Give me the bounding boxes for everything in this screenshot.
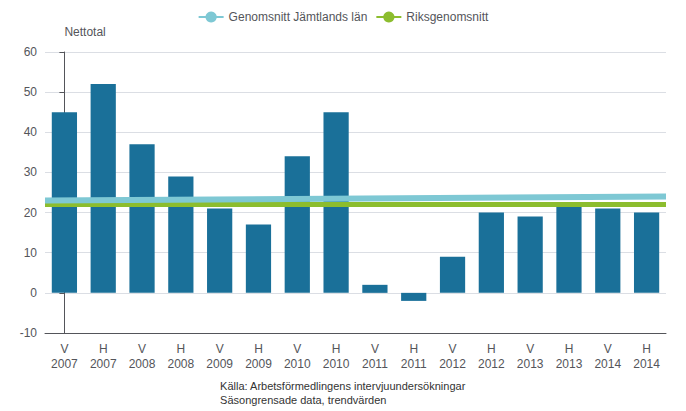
svg-text:Säsongrensade data, trendvärde: Säsongrensade data, trendvärden xyxy=(220,394,386,406)
svg-text:V: V xyxy=(293,342,301,356)
svg-text:2011: 2011 xyxy=(362,357,388,371)
svg-text:H: H xyxy=(565,342,574,356)
svg-text:2008: 2008 xyxy=(167,357,194,371)
svg-text:2009: 2009 xyxy=(245,357,272,371)
svg-text:60: 60 xyxy=(24,45,38,59)
svg-text:V: V xyxy=(371,342,379,356)
svg-text:V: V xyxy=(526,342,534,356)
svg-text:30: 30 xyxy=(24,165,38,179)
svg-text:V: V xyxy=(138,342,146,356)
svg-text:V: V xyxy=(60,342,68,356)
svg-text:2007: 2007 xyxy=(90,357,117,371)
svg-text:2014: 2014 xyxy=(633,357,660,371)
svg-text:H: H xyxy=(642,342,651,356)
svg-text:H: H xyxy=(99,342,108,356)
svg-text:2009: 2009 xyxy=(206,357,233,371)
svg-text:10: 10 xyxy=(24,246,38,260)
svg-text:2012: 2012 xyxy=(478,357,505,371)
svg-text:2012: 2012 xyxy=(439,357,466,371)
svg-text:2010: 2010 xyxy=(323,357,350,371)
svg-text:2013: 2013 xyxy=(517,357,544,371)
svg-text:50: 50 xyxy=(24,85,38,99)
svg-text:2008: 2008 xyxy=(129,357,156,371)
svg-text:H: H xyxy=(177,342,186,356)
svg-text:H: H xyxy=(254,342,263,356)
svg-text:2007: 2007 xyxy=(51,357,78,371)
svg-text:-10: -10 xyxy=(20,326,38,340)
svg-text:2013: 2013 xyxy=(556,357,583,371)
svg-text:Riksgenomsnitt: Riksgenomsnitt xyxy=(406,10,489,24)
svg-text:2011: 2011 xyxy=(401,357,427,371)
svg-text:20: 20 xyxy=(24,206,38,220)
svg-text:V: V xyxy=(604,342,612,356)
svg-text:Genomsnitt Jämtlands län: Genomsnitt Jämtlands län xyxy=(229,10,368,24)
svg-text:0: 0 xyxy=(30,286,37,300)
svg-text:2014: 2014 xyxy=(594,357,621,371)
svg-text:Nettotal: Nettotal xyxy=(64,25,105,39)
svg-text:Källa: Arbetsförmedlingens int: Källa: Arbetsförmedlingens intervjuunder… xyxy=(220,380,466,392)
svg-text:2010: 2010 xyxy=(284,357,311,371)
svg-text:H: H xyxy=(409,342,418,356)
svg-text:H: H xyxy=(332,342,341,356)
svg-text:H: H xyxy=(487,342,496,356)
svg-text:40: 40 xyxy=(24,125,38,139)
svg-text:V: V xyxy=(216,342,224,356)
svg-text:V: V xyxy=(449,342,457,356)
